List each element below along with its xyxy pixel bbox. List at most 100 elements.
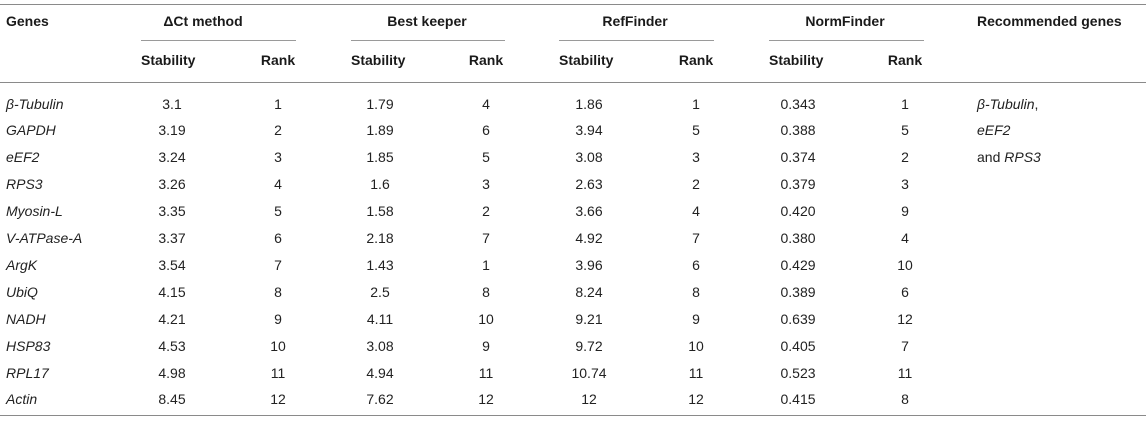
subheader-nf-rank: Rank (887, 52, 923, 68)
header-normfinder: NormFinder (805, 13, 885, 29)
dct-stability-value: 3.26 (158, 176, 186, 192)
nf-stability-value: 0.343 (780, 96, 816, 112)
bk-rank-value: 7 (482, 230, 490, 246)
delta-symbol: Δ (163, 13, 174, 29)
dct-rank-value: 6 (274, 230, 282, 246)
bk-rank-value: 4 (482, 96, 490, 112)
subheader-rf-rank: Rank (678, 52, 714, 68)
recommended-comma: , (1034, 96, 1039, 112)
nf-stability-value: 0.415 (780, 391, 816, 407)
nf-rank-value: 8 (901, 391, 909, 407)
dct-stability-value: 3.37 (158, 230, 186, 246)
table-row: eEF2 3.24 3 1.85 5 3.08 3 0.374 2 (0, 149, 1146, 169)
bk-rank-value: 3 (482, 176, 490, 192)
table-bottom-rule (0, 415, 1146, 416)
nf-stability-value: 0.405 (780, 338, 816, 354)
nf-stability-value: 0.639 (780, 311, 816, 327)
nf-rank-value: 9 (901, 203, 909, 219)
rf-stability-value: 3.94 (575, 122, 603, 138)
gene-name: NADH (6, 311, 46, 327)
dct-stability-value: 3.1 (162, 96, 182, 112)
bk-stability-value: 1.79 (366, 96, 394, 112)
nf-stability-value: 0.429 (780, 257, 816, 273)
subheader-rf-stability: Stability (559, 52, 614, 68)
header-bottom-rule (0, 82, 1146, 83)
group-underline-normfinder (769, 40, 924, 41)
header-delta-ct-method: ΔCt method (163, 13, 242, 29)
table-row: HSP83 4.53 10 3.08 9 9.72 10 0.405 7 (0, 338, 1146, 358)
gene-name: Actin (6, 391, 38, 407)
nf-rank-value: 12 (897, 311, 913, 327)
bk-stability-value: 7.62 (366, 391, 394, 407)
dct-rank-value: 12 (270, 391, 286, 407)
rf-stability-value: 3.66 (575, 203, 603, 219)
gene-name: ArgK (6, 257, 38, 273)
rf-stability-value: 10.74 (571, 365, 607, 381)
dct-stability-value: 4.53 (158, 338, 186, 354)
bk-stability-value: 1.58 (366, 203, 394, 219)
gene-name: GAPDH (6, 122, 56, 138)
rf-rank-value: 1 (692, 96, 700, 112)
nf-stability-value: 0.389 (780, 284, 816, 300)
nf-rank-value: 7 (901, 338, 909, 354)
header-reffinder: RefFinder (602, 13, 668, 29)
dct-stability-value: 8.45 (158, 391, 186, 407)
subheader-bk-rank: Rank (468, 52, 504, 68)
bk-rank-value: 5 (482, 149, 490, 165)
table-top-rule (0, 4, 1146, 5)
rf-rank-value: 10 (688, 338, 704, 354)
rf-rank-value: 2 (692, 176, 700, 192)
gene-name: V-ATPase-A (6, 230, 83, 246)
table-row: β-Tubulin 3.1 1 1.79 4 1.86 1 0.343 1 (0, 96, 1146, 116)
header-recommended-genes: Recommended genes (977, 13, 1122, 29)
nf-stability-value: 0.523 (780, 365, 816, 381)
dct-rank-value: 1 (274, 96, 282, 112)
rf-stability-value: 1.86 (575, 96, 603, 112)
nf-stability-value: 0.380 (780, 230, 816, 246)
table-row: RPL17 4.98 11 4.94 11 10.74 11 0.523 11 (0, 365, 1146, 385)
dct-rank-value: 5 (274, 203, 282, 219)
nf-rank-value: 4 (901, 230, 909, 246)
bk-rank-value: 12 (478, 391, 494, 407)
nf-rank-value: 10 (897, 257, 913, 273)
dct-rank-value: 2 (274, 122, 282, 138)
nf-rank-value: 3 (901, 176, 909, 192)
rf-rank-value: 12 (688, 391, 704, 407)
rf-rank-value: 11 (688, 365, 704, 381)
gene-name: Myosin-L (6, 203, 63, 219)
dct-stability-value: 4.21 (158, 311, 186, 327)
dct-rank-value: 3 (274, 149, 282, 165)
subheader-nf-stability: Stability (769, 52, 824, 68)
header-best-keeper: Best keeper (387, 13, 467, 29)
bk-stability-value: 4.94 (366, 365, 394, 381)
bk-rank-value: 1 (482, 257, 490, 273)
bk-stability-value: 4.11 (366, 311, 394, 327)
rf-stability-value: 9.72 (575, 338, 603, 354)
table-row: NADH 4.21 9 4.11 10 9.21 9 0.639 12 (0, 311, 1146, 331)
bk-rank-value: 10 (478, 311, 494, 327)
recommended-and: and (977, 149, 1005, 165)
header-delta-ct-text: Ct method (173, 13, 243, 29)
bk-stability-value: 3.08 (366, 338, 394, 354)
rf-stability-value: 3.08 (575, 149, 603, 165)
recommended-line-3: and RPS3 (977, 149, 1041, 165)
nf-stability-value: 0.388 (780, 122, 816, 138)
dct-rank-value: 4 (274, 176, 282, 192)
rf-stability-value: 4.92 (575, 230, 603, 246)
dct-rank-value: 9 (274, 311, 282, 327)
recommended-gene-eef2: eEF2 (977, 122, 1011, 138)
table-row: RPS3 3.26 4 1.6 3 2.63 2 0.379 3 (0, 176, 1146, 196)
rf-rank-value: 3 (692, 149, 700, 165)
bk-rank-value: 9 (482, 338, 490, 354)
subheader-bk-stability: Stability (351, 52, 406, 68)
table-row: V-ATPase-A 3.37 6 2.18 7 4.92 7 0.380 4 (0, 230, 1146, 250)
table-row: GAPDH 3.19 2 1.89 6 3.94 5 0.388 5 (0, 122, 1146, 142)
dct-rank-value: 7 (274, 257, 282, 273)
rf-stability-value: 2.63 (575, 176, 603, 192)
gene-name: HSP83 (6, 338, 51, 354)
gene-name: eEF2 (6, 149, 40, 165)
table-row: UbiQ 4.15 8 2.5 8 8.24 8 0.389 6 (0, 284, 1146, 304)
rf-rank-value: 6 (692, 257, 700, 273)
bk-stability-value: 1.6 (370, 176, 390, 192)
